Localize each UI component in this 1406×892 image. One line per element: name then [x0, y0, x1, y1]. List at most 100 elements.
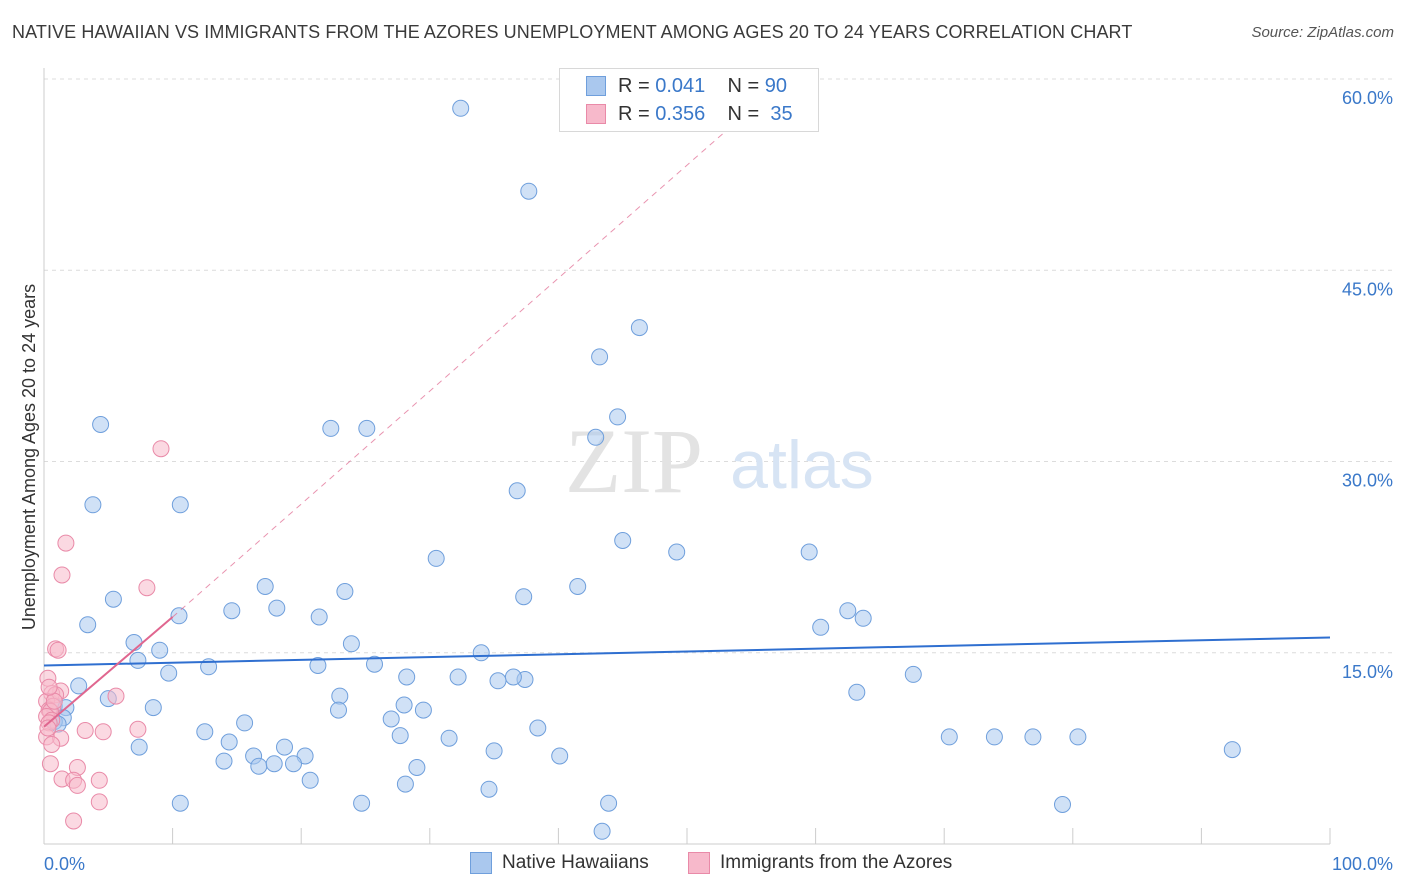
native-hawaiian-point	[668, 543, 686, 561]
azores-point	[39, 719, 57, 737]
native-hawaiian-point	[104, 590, 122, 608]
native-hawaiian-point	[396, 775, 414, 793]
points-layer	[38, 99, 1241, 840]
bottom-legend-label: Immigrants from the Azores	[720, 852, 953, 873]
native-hawaiian-point	[358, 419, 376, 437]
native-hawaiian-point	[472, 644, 490, 662]
native-hawaiian-point	[196, 723, 214, 741]
source-credit: Source: ZipAtlas.com	[1251, 24, 1394, 41]
native-hawaiian-point	[215, 752, 233, 770]
native-hawaiian-point	[408, 759, 426, 776]
native-hawaiian-point	[839, 602, 857, 620]
azores-point	[40, 678, 58, 696]
bottom-legend-native-hawaiians: Native Hawaiians	[470, 852, 649, 874]
azores-point	[129, 720, 147, 738]
y-tick-label: 15.0%	[1342, 662, 1393, 682]
native-hawaiian-point	[170, 607, 188, 625]
native-hawaiian-point	[489, 672, 507, 690]
azores-point	[68, 776, 86, 794]
legend-r-value: 0.356	[655, 102, 706, 125]
native-hawaiian-point	[331, 687, 349, 705]
native-hawaiian-point	[70, 677, 88, 695]
azores-point	[90, 793, 108, 811]
native-hawaiian-point	[130, 738, 148, 756]
native-hawaiian-point	[171, 794, 189, 812]
native-hawaiian-point	[330, 701, 347, 719]
azores-point	[65, 812, 83, 830]
native-hawaiian-point	[504, 668, 522, 686]
native-hawaiian-point	[151, 641, 169, 659]
native-hawaiian-point	[414, 701, 432, 719]
native-hawaiian-point	[391, 727, 409, 745]
y-tick-label: 45.0%	[1342, 279, 1393, 299]
legend-swatch-pink	[586, 104, 606, 124]
native-hawaiian-point	[480, 780, 498, 798]
native-hawaiian-point	[265, 755, 283, 773]
native-hawaiian-point	[609, 408, 627, 426]
legend-n-label: N =	[727, 74, 760, 97]
legend-n-value: 35	[770, 102, 793, 125]
bottom-legend-swatch-pink	[688, 852, 710, 874]
native-hawaiian-point	[366, 655, 383, 673]
correlation-legend: R = 0.041 N = 90 R = 0.356 N = 35	[559, 68, 819, 132]
azores-trend-line	[43, 616, 174, 728]
native-hawaiian-point	[587, 428, 605, 446]
native-hawaiian-point	[452, 99, 470, 117]
native-hawaiian-point	[440, 729, 458, 747]
legend-swatch-blue	[586, 76, 606, 96]
x-tick-label: 100.0%	[1332, 854, 1393, 874]
native-hawaiian-point	[1054, 796, 1071, 813]
azores-point	[138, 579, 156, 597]
axis-labels-layer: 15.0% 30.0% 45.0% 60.0% 0.0% 100.0% Unemployme…	[19, 88, 1393, 874]
native-hawaiian-point	[449, 668, 467, 686]
legend-n-value: 90	[764, 74, 788, 97]
native-hawaiian-point	[92, 416, 110, 433]
azores-point	[41, 755, 59, 773]
legend-r-value: 0.041	[655, 74, 706, 97]
azores-point	[49, 641, 67, 659]
y-tick-label: 60.0%	[1342, 88, 1393, 108]
native-hawaiian-point	[398, 668, 416, 686]
legend-r-label: R =	[618, 74, 650, 97]
native-hawaiian-point	[630, 319, 648, 337]
x-tick-label: 0.0%	[44, 854, 85, 874]
native-hawaiian-point	[812, 618, 830, 636]
native-hawaiian-point	[236, 714, 254, 732]
native-hawaiian-point	[940, 728, 958, 746]
watermark-zip: ZIP	[565, 410, 703, 512]
bottom-legend-swatch-blue	[470, 852, 492, 874]
native-hawaiian-point	[591, 348, 609, 366]
native-hawaiian-point	[336, 583, 354, 600]
native-hawaiian-point	[600, 794, 618, 812]
native-hawaiian-point	[854, 609, 872, 627]
native-hawaiian-point	[614, 532, 632, 549]
native-hawaiian-point	[520, 182, 538, 200]
native-hawaiian-point	[1223, 741, 1241, 759]
azores-point	[76, 722, 94, 739]
native-hawaiian-point	[515, 588, 533, 606]
native-hawaiian-point	[904, 665, 922, 683]
native-hawaiian-point	[985, 728, 1003, 746]
azores-point	[94, 723, 112, 741]
trend-lines-layer	[43, 130, 1331, 728]
native-hawaiian-point	[485, 742, 503, 760]
legend-row-azores: R = 0.356 N = 35	[586, 103, 793, 125]
azores-point	[53, 566, 71, 584]
native-hawaiian-point	[268, 599, 286, 617]
native-hawaiian-point	[322, 419, 340, 437]
native-hawaiian-point	[171, 496, 189, 514]
legend-r-label: R =	[618, 102, 650, 125]
native-hawaiian-point	[129, 651, 147, 669]
legend-n-label: N =	[727, 102, 760, 125]
y-axis-title: Unemployment Among Ages 20 to 24 years	[19, 284, 39, 630]
native-hawaiian-point	[342, 635, 360, 653]
native-hawaiian-point	[382, 710, 400, 728]
grid-layer	[44, 78, 1394, 654]
native-hawaiian-point	[395, 696, 413, 714]
native-hawaiian-point	[593, 822, 611, 840]
azores-point	[43, 736, 61, 753]
azores-trend-line-extension	[172, 130, 726, 618]
watermark-atlas: atlas	[730, 427, 874, 503]
native-hawaiian-point	[256, 578, 274, 595]
native-hawaiian-point	[569, 578, 587, 595]
